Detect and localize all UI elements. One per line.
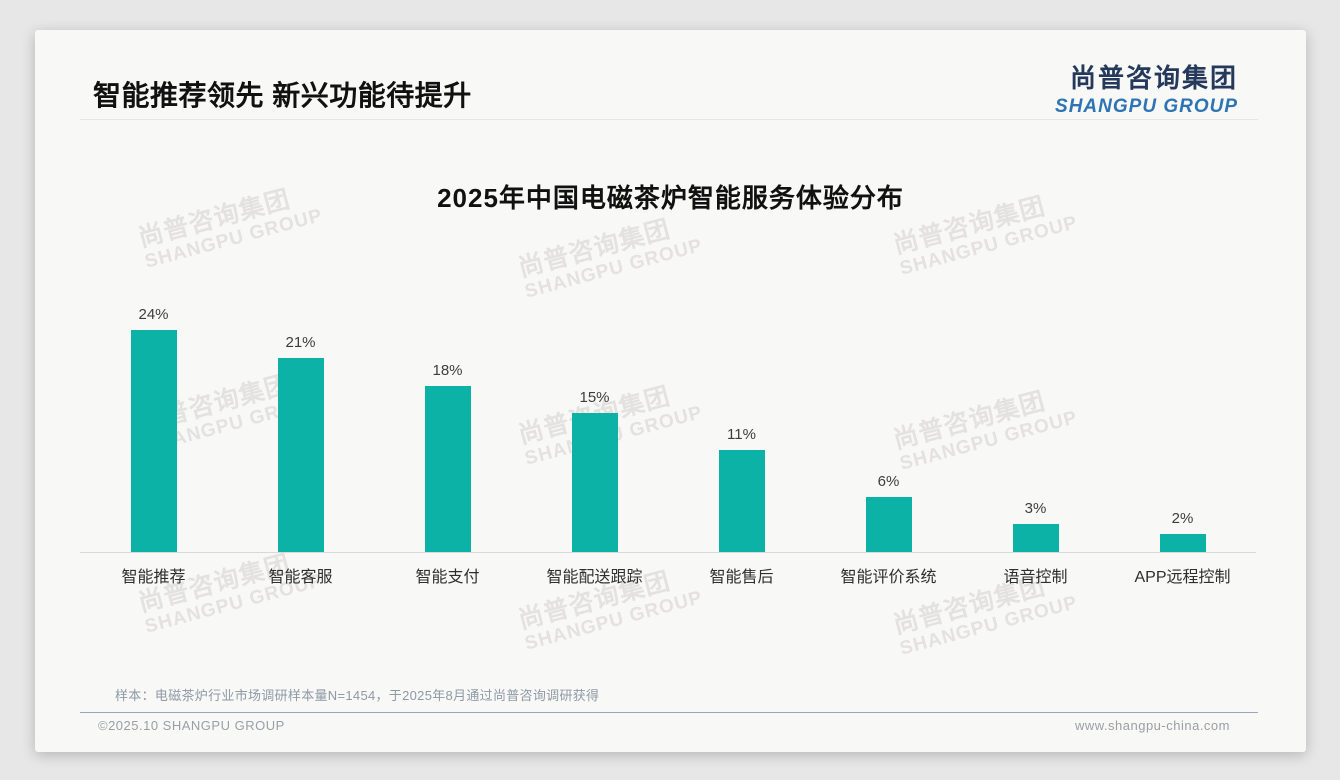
- category-label: 智能支付: [415, 569, 480, 586]
- category-label: 智能评价系统: [840, 569, 937, 586]
- bar-slot: 3%: [962, 235, 1109, 552]
- slide-card: 尚普咨询集团 SHANGPU GROUP 尚普咨询集团 SHANGPU GROUP 尚普…: [35, 30, 1306, 752]
- bar-value-label: 3%: [1024, 500, 1047, 518]
- bar-plot: 24% 21% 18% 15% 11% 6% 3% 2%: [80, 235, 1256, 553]
- category-label: APP远程控制: [1134, 569, 1231, 586]
- footer-divider: [80, 712, 1258, 713]
- bar: [571, 413, 618, 552]
- bar-slot: 18%: [374, 235, 521, 552]
- chart-title: 2025年中国电磁茶炉智能服务体验分布: [437, 183, 904, 213]
- category-label: 智能售后: [709, 569, 774, 586]
- logo-chinese-text: 尚普咨询集团: [1069, 63, 1238, 93]
- bar-slot: 21%: [227, 235, 374, 552]
- category-label: 语音控制: [1003, 569, 1068, 586]
- bar-slot: 11%: [668, 235, 815, 552]
- footer-website: www.shangpu-china.com: [1074, 718, 1230, 733]
- bar-slot: 2%: [1109, 235, 1256, 552]
- category-axis: 智能推荐 智能客服 智能支付 智能配送跟踪 智能售后 智能评价系统 语音控制 APP远程控制: [80, 563, 1256, 587]
- bar-slot: 24%: [80, 235, 227, 552]
- page-title: 智能推荐领先 新兴功能待提升: [93, 80, 472, 111]
- sample-footnote: 样本：电磁茶炉行业市场调研样本量N=1454，于2025年8月通过尚普咨询调研获…: [115, 688, 600, 703]
- bar: [1159, 533, 1206, 552]
- bar: [865, 496, 912, 552]
- bar-slot: 15%: [521, 235, 668, 552]
- bar: [277, 357, 324, 552]
- bar: [1012, 524, 1059, 552]
- logo-english-text: SHANGPU GROUP: [1055, 96, 1238, 117]
- footer-copyright: ©2025.10 SHANGPU GROUP: [98, 718, 285, 733]
- bar-value-label: 15%: [579, 389, 610, 407]
- category-label: 智能客服: [268, 569, 333, 586]
- bar: [130, 330, 177, 552]
- bar: [718, 450, 765, 552]
- bar-slot: 6%: [815, 235, 962, 552]
- company-logo: 尚普咨询集团 SHANGPU GROUP: [1055, 58, 1238, 118]
- category-label: 智能推荐: [121, 569, 186, 586]
- bar-value-label: 11%: [727, 426, 756, 444]
- title-divider: [80, 119, 1258, 120]
- bar-value-label: 18%: [432, 361, 463, 379]
- bar-value-label: 2%: [1171, 509, 1194, 527]
- bar: [424, 385, 471, 552]
- bar-value-label: 6%: [877, 472, 900, 490]
- bar-value-label: 24%: [138, 306, 169, 323]
- bar-value-label: 21%: [285, 333, 316, 351]
- category-label: 智能配送跟踪: [546, 569, 643, 586]
